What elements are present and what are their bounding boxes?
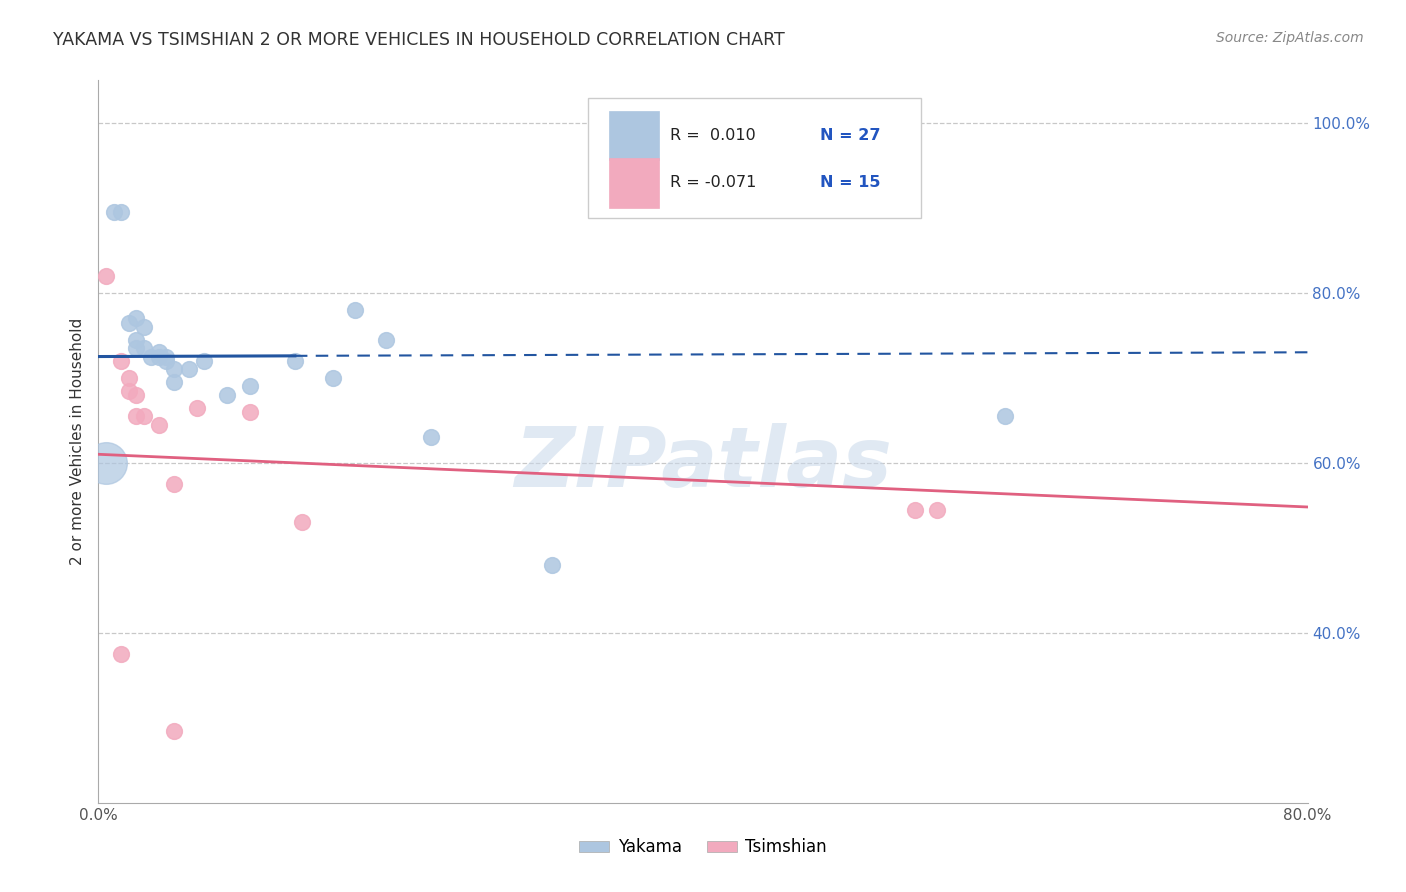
Text: YAKAMA VS TSIMSHIAN 2 OR MORE VEHICLES IN HOUSEHOLD CORRELATION CHART: YAKAMA VS TSIMSHIAN 2 OR MORE VEHICLES I… [53,31,785,49]
Point [110,205,132,219]
Point [344,302,367,317]
Point [118,371,141,385]
Point [291,516,314,530]
Point [125,388,148,402]
Point [148,417,170,432]
Point [110,353,132,368]
Point [927,502,949,516]
Point [118,384,141,398]
Point [239,379,262,393]
Point [904,502,927,516]
Point [125,341,148,355]
Point [94,456,117,470]
Point [994,409,1017,423]
Point [141,350,163,364]
Point [284,353,307,368]
Text: N = 27: N = 27 [820,128,880,143]
Point [163,375,186,389]
Point [110,647,132,661]
Text: Source: ZipAtlas.com: Source: ZipAtlas.com [1216,31,1364,45]
Point [163,477,186,491]
Text: ZIPatlas: ZIPatlas [515,423,891,504]
Point [125,311,148,326]
Point [148,345,170,359]
Point [186,401,208,415]
Text: N = 15: N = 15 [820,175,880,190]
Point [125,333,148,347]
Text: R =  0.010: R = 0.010 [671,128,756,143]
Point [163,362,186,376]
Legend: Yakama, Tsimshian: Yakama, Tsimshian [572,831,834,863]
FancyBboxPatch shape [609,158,659,208]
Point [125,409,148,423]
Point [132,341,155,355]
Point [179,362,201,376]
Point [322,371,344,385]
Point [94,268,117,283]
Point [163,723,186,738]
Point [155,353,177,368]
Y-axis label: 2 or more Vehicles in Household: 2 or more Vehicles in Household [69,318,84,566]
Point [132,319,155,334]
Point [374,333,396,347]
FancyBboxPatch shape [588,98,921,218]
Text: R = -0.071: R = -0.071 [671,175,756,190]
Point [239,405,262,419]
Point [103,205,125,219]
Point [148,350,170,364]
Point [132,409,155,423]
Point [540,558,562,572]
Point [118,316,141,330]
Point [215,388,238,402]
Point [193,353,215,368]
Point [420,430,443,444]
Point [155,350,177,364]
FancyBboxPatch shape [609,111,659,161]
